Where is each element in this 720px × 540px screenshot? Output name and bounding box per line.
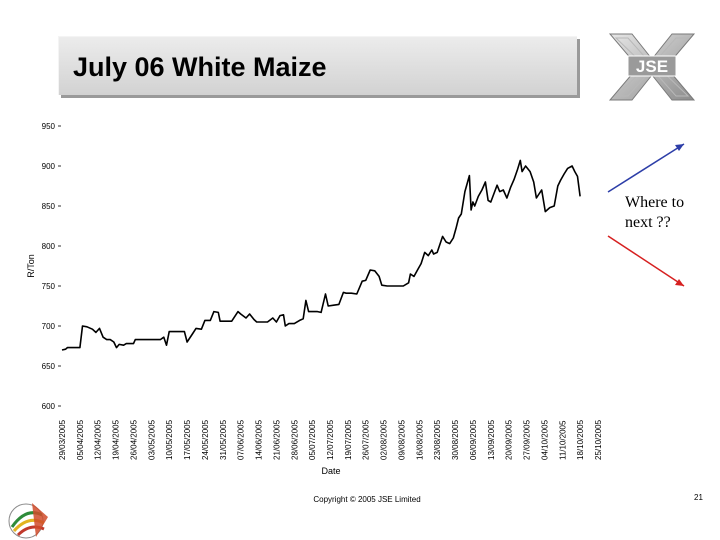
price-series-line xyxy=(61,159,581,351)
y-tick-label: 950 xyxy=(42,122,56,131)
y-axis: 600 650 700 750 800 850 900 950 xyxy=(42,122,61,411)
x-tick-label: 18/10/2005 xyxy=(576,419,585,460)
x-tick-label: 07/06/2005 xyxy=(237,419,246,460)
arrow-down xyxy=(607,235,685,287)
y-tick-label: 900 xyxy=(42,162,56,171)
x-tick-label: 26/07/2005 xyxy=(362,419,371,460)
x-tick-label: 25/10/2005 xyxy=(594,419,603,460)
annotation-text: Where to next ?? xyxy=(625,193,684,233)
x-axis: 29/03/2005 05/04/2005 12/04/2005 19/04/2005… xyxy=(58,419,603,460)
logo-text: JSE xyxy=(636,57,668,76)
y-tick-label: 600 xyxy=(42,402,56,411)
x-tick-label: 10/05/2005 xyxy=(165,419,174,460)
annotation-line-2: next ?? xyxy=(625,214,671,231)
x-tick-label: 29/03/2005 xyxy=(58,419,67,460)
safex-logo xyxy=(8,503,48,539)
x-tick-label: 11/10/2005 xyxy=(558,420,567,460)
slide-number: 21 xyxy=(694,493,703,502)
x-tick-label: 19/07/2005 xyxy=(344,419,353,460)
arrow-up xyxy=(607,143,685,193)
y-tick-label: 750 xyxy=(42,282,56,291)
x-tick-label: 28/06/2005 xyxy=(290,419,299,460)
x-tick-label: 12/04/2005 xyxy=(94,419,103,460)
x-tick-label: 27/09/2005 xyxy=(523,419,532,460)
x-tick-label: 31/05/2005 xyxy=(219,419,228,460)
x-tick-label: 23/08/2005 xyxy=(433,419,442,460)
y-tick-label: 850 xyxy=(42,202,56,211)
copyright-notice: Copyright © 2005 JSE Limited xyxy=(313,495,421,504)
title-bar: July 06 White Maize xyxy=(58,36,577,95)
x-tick-label: 19/04/2005 xyxy=(112,419,121,460)
x-tick-label: 04/10/2005 xyxy=(540,419,549,460)
x-tick-label: 26/04/2005 xyxy=(129,419,138,460)
arrow-down-head xyxy=(675,279,684,286)
x-tick-label: 13/09/2005 xyxy=(487,419,496,460)
x-tick-label: 17/05/2005 xyxy=(183,419,192,460)
x-tick-label: 20/09/2005 xyxy=(505,419,514,460)
x-tick-label: 03/05/2005 xyxy=(147,419,156,460)
x-axis-label: Date xyxy=(321,466,340,476)
y-tick-label: 700 xyxy=(42,322,56,331)
jse-logo: JSE xyxy=(608,33,696,101)
annotation-line-1: Where to xyxy=(625,194,685,211)
page-title: July 06 White Maize xyxy=(73,52,327,82)
x-tick-label: 09/08/2005 xyxy=(397,419,406,460)
x-tick-label: 21/06/2005 xyxy=(272,419,281,460)
x-tick-label: 06/09/2005 xyxy=(469,419,478,460)
x-tick-label: 12/07/2005 xyxy=(326,419,335,460)
x-tick-label: 05/07/2005 xyxy=(308,419,317,460)
x-tick-label: 05/04/2005 xyxy=(76,419,85,460)
y-tick-label: 650 xyxy=(42,362,56,371)
x-tick-label: 24/05/2005 xyxy=(201,419,210,460)
y-tick-label: 800 xyxy=(42,242,56,251)
arrow-up-head xyxy=(675,144,684,151)
price-chart: 600 650 700 750 800 850 900 950 R/Ton 29/03/200… xyxy=(26,122,685,476)
y-axis-label: R/Ton xyxy=(26,254,36,278)
x-tick-label: 14/06/2005 xyxy=(255,419,264,460)
x-tick-label: 16/08/2005 xyxy=(415,419,424,460)
x-tick-label: 02/08/2005 xyxy=(380,419,389,460)
x-tick-label: 30/08/2005 xyxy=(451,419,460,460)
